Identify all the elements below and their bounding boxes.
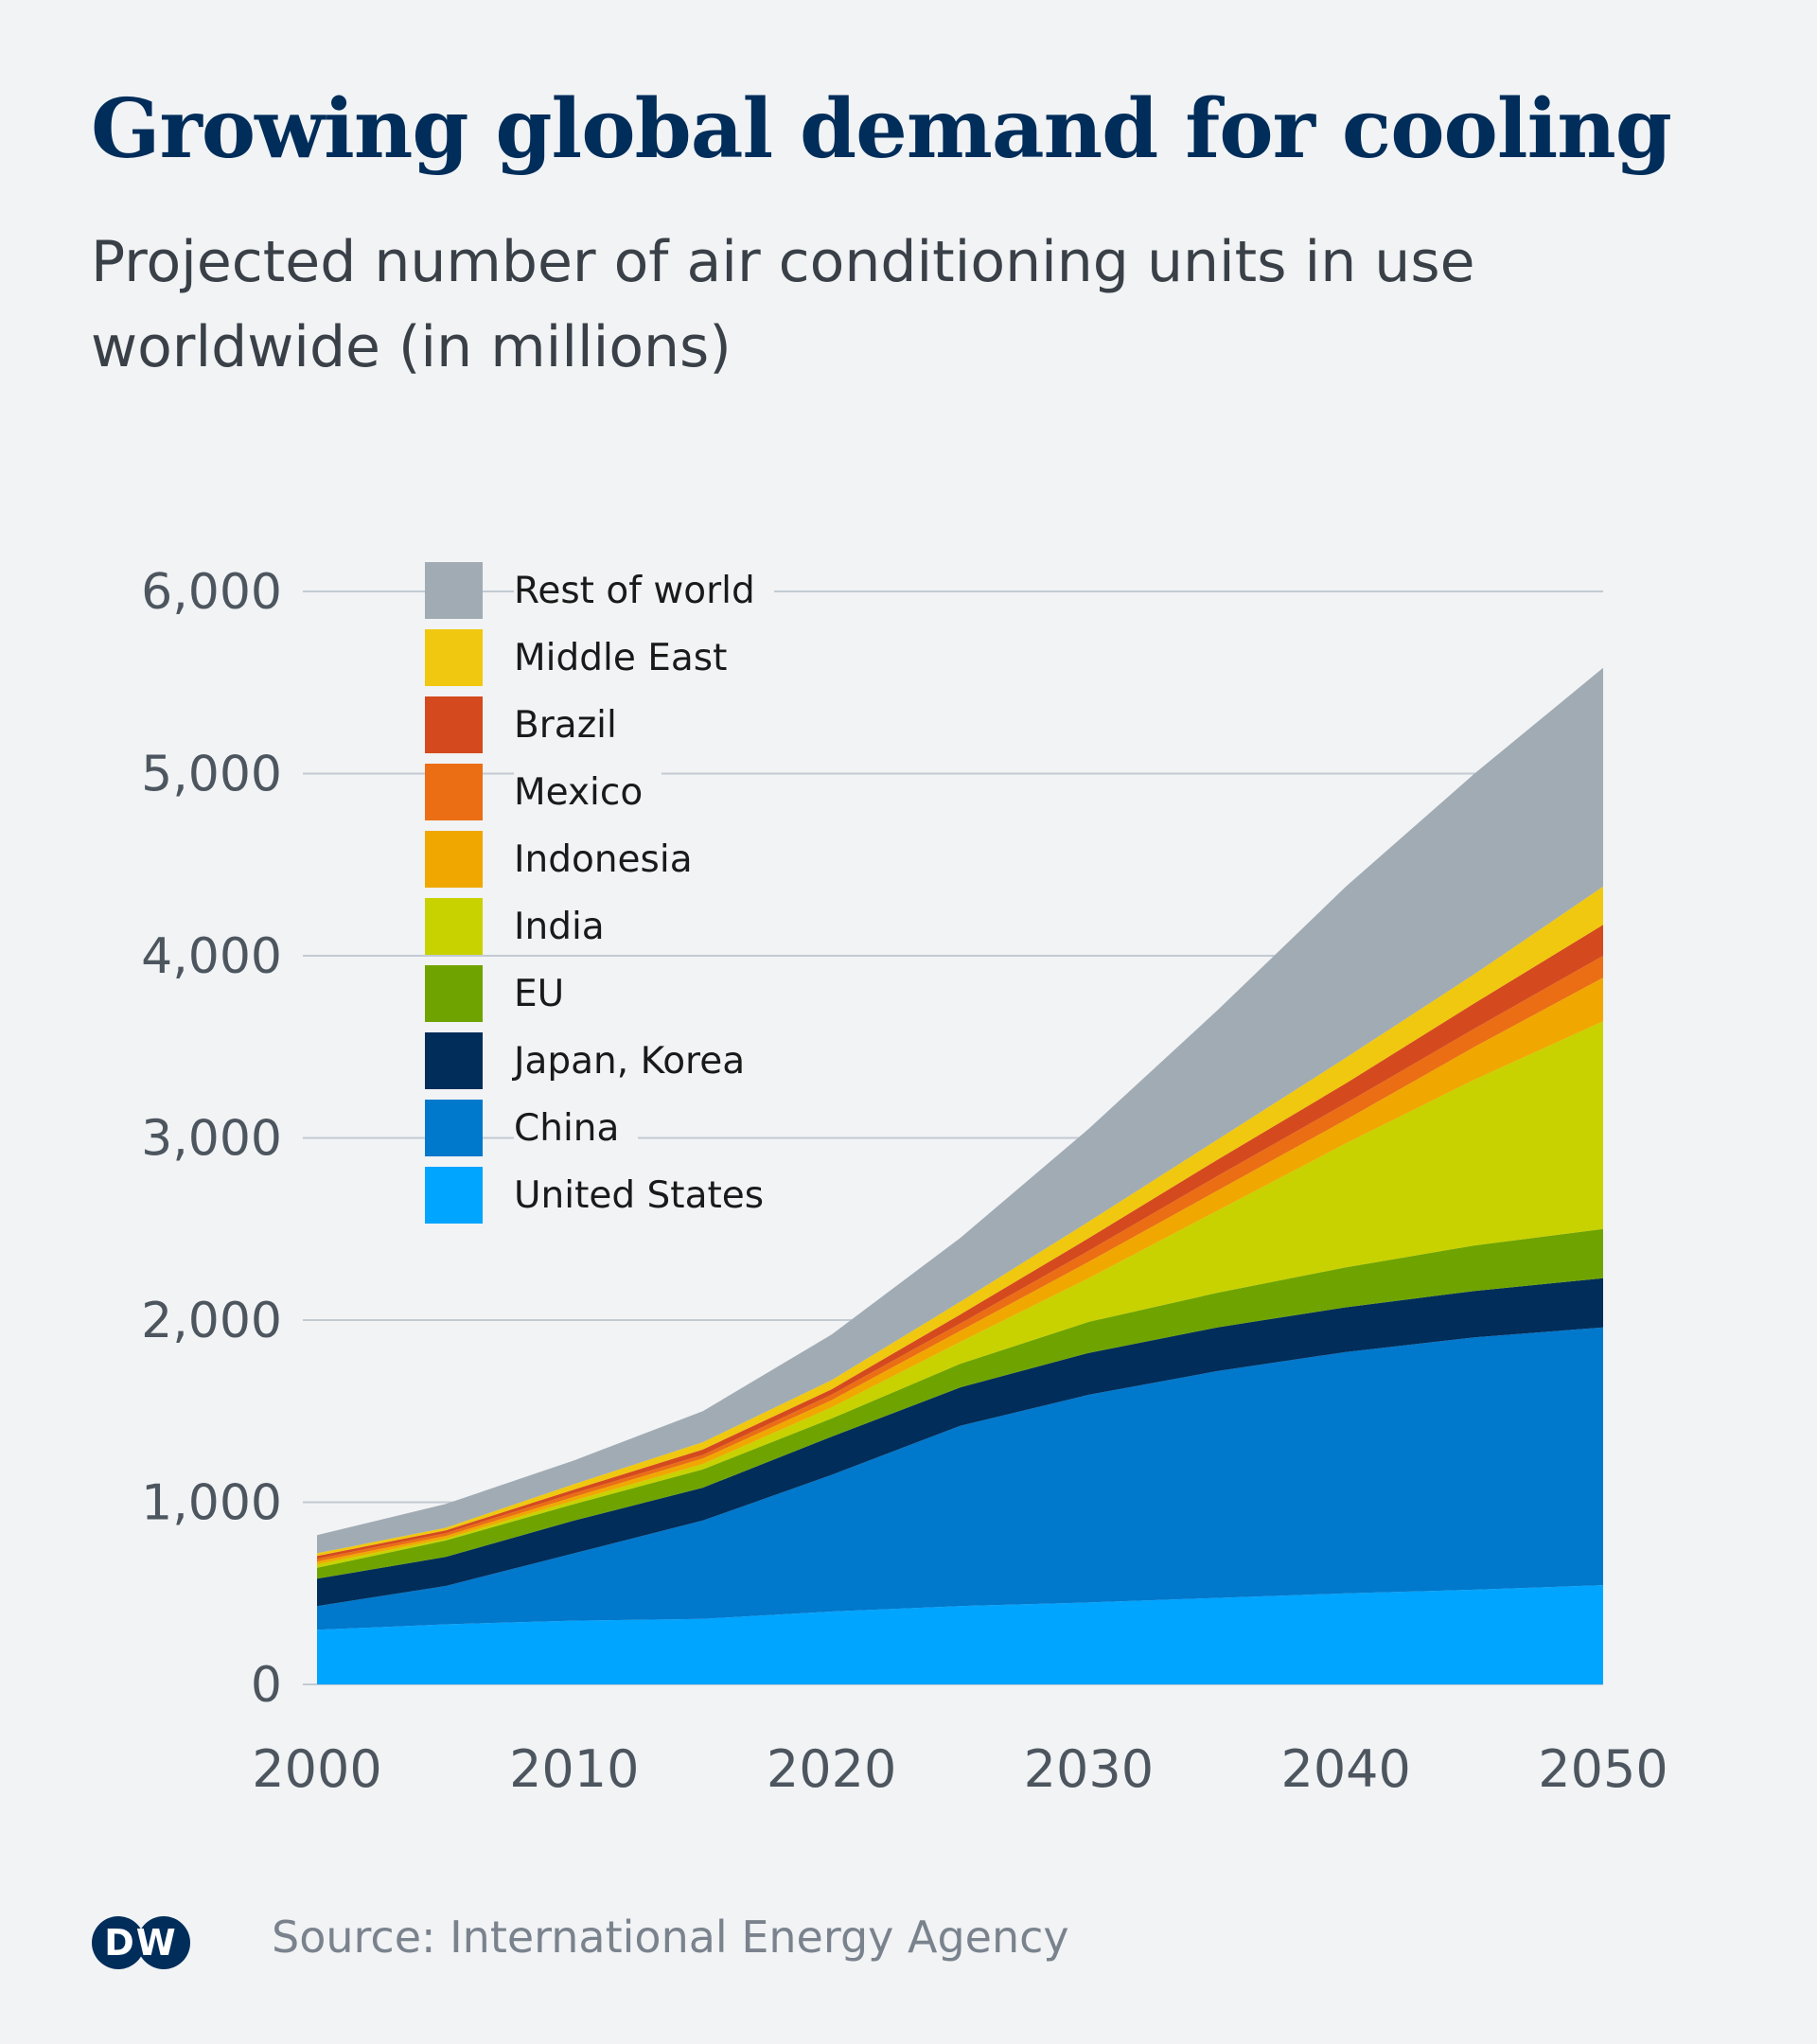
legend-swatch	[425, 562, 483, 619]
legend-swatch	[425, 965, 483, 1022]
x-tick-label: 2050	[1538, 1739, 1667, 1799]
legend-label: United States	[514, 1174, 784, 1217]
legend-label: Japan, Korea	[514, 1040, 765, 1083]
y-tick-label: 2,000	[141, 1293, 282, 1349]
legend-swatch	[425, 831, 483, 888]
y-tick-label: 5,000	[141, 747, 282, 803]
chart-title: Growing global demand for cooling	[91, 81, 1672, 177]
area-japan-korea	[317, 1278, 1603, 1607]
y-tick-label: 0	[251, 1657, 282, 1714]
legend-label: Middle East	[514, 637, 747, 679]
x-tick-label: 2000	[252, 1739, 381, 1799]
legend-label: EU	[514, 973, 584, 1015]
stacked-area-chart: 0 1,000 2,000 3,000 4,000 5,000 6,000 2000 2010…	[141, 564, 1668, 1799]
source-note: Source: International Energy Agency	[272, 1912, 1069, 1963]
x-axis-ticks: 2000 2010 2020 2030 2040 2050	[252, 1739, 1667, 1799]
dw-logo: DW	[92, 1916, 190, 1969]
legend-label: China	[514, 1107, 639, 1150]
y-tick-label: 6,000	[141, 564, 282, 621]
legend-swatch	[425, 696, 483, 753]
y-axis-ticks: 0 1,000 2,000 3,000 4,000 5,000 6,000	[141, 564, 282, 1714]
legend-swatch	[425, 1167, 483, 1224]
svg-text:DW: DW	[104, 1922, 177, 1964]
legend-label: India	[514, 906, 624, 948]
legend-swatch	[425, 1100, 483, 1156]
area-series	[317, 667, 1603, 1684]
y-tick-label: 4,000	[141, 928, 282, 985]
x-tick-label: 2010	[509, 1739, 639, 1799]
legend-swatch	[425, 629, 483, 686]
area-eu	[317, 1228, 1603, 1579]
legend-swatch	[425, 764, 483, 820]
legend-label: Brazil	[514, 704, 636, 747]
x-tick-label: 2020	[767, 1739, 896, 1799]
x-tick-label: 2040	[1280, 1739, 1410, 1799]
chart-subtitle: Projected number of air conditioning uni…	[91, 229, 1475, 380]
area-united-states	[317, 1585, 1603, 1684]
legend-swatch	[425, 1032, 483, 1089]
x-tick-label: 2030	[1024, 1739, 1154, 1799]
legend-label: Rest of world	[514, 570, 774, 612]
legend-label: Indonesia	[514, 838, 712, 881]
y-tick-label: 3,000	[141, 1111, 282, 1168]
legend-swatch	[425, 898, 483, 955]
area-china	[317, 1327, 1603, 1630]
y-tick-label: 1,000	[141, 1475, 282, 1532]
legend-label: Mexico	[514, 771, 662, 814]
